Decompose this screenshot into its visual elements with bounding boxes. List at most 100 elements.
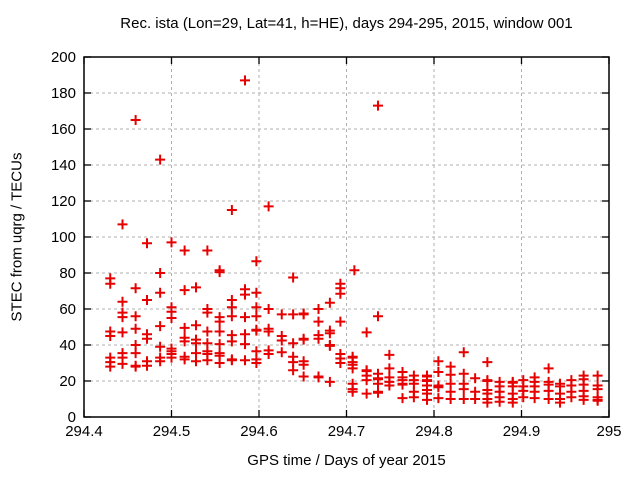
data-point xyxy=(191,356,201,367)
data-point xyxy=(298,309,309,320)
y-tick-label: 140 xyxy=(51,157,76,174)
data-point xyxy=(155,356,166,367)
data-point xyxy=(130,311,141,322)
data-point xyxy=(240,75,250,86)
data-point xyxy=(251,358,262,368)
chart-title: Rec. ista (Lon=29, Lat=41, h=HE), days 2… xyxy=(120,15,573,32)
data-point xyxy=(458,384,469,395)
data-point xyxy=(555,397,565,408)
x-tick-label: 294.8 xyxy=(415,423,453,440)
data-point xyxy=(155,341,166,352)
data-point xyxy=(288,365,299,376)
data-point xyxy=(335,288,346,299)
data-point xyxy=(226,311,237,322)
data-point xyxy=(214,267,225,278)
data-point xyxy=(324,297,335,308)
data-point xyxy=(155,321,166,332)
data-point xyxy=(105,361,116,372)
data-point xyxy=(263,201,274,212)
data-point xyxy=(117,327,128,338)
data-point xyxy=(276,309,287,320)
data-point xyxy=(433,382,444,393)
data-point xyxy=(202,326,213,337)
data-point xyxy=(566,392,577,403)
x-tick-label: 294.4 xyxy=(65,423,103,440)
data-point xyxy=(592,395,603,406)
data-point xyxy=(578,394,589,405)
data-point xyxy=(117,296,128,307)
y-tick-label: 180 xyxy=(51,85,76,102)
data-point xyxy=(130,323,141,334)
data-point xyxy=(543,363,554,374)
data-point xyxy=(226,336,237,347)
data-point xyxy=(458,394,469,404)
data-point xyxy=(214,339,225,350)
data-point xyxy=(155,154,166,165)
data-point xyxy=(191,320,201,331)
data-point xyxy=(142,295,152,305)
data-point xyxy=(288,309,299,320)
data-point xyxy=(397,393,408,404)
data-point xyxy=(313,372,324,383)
data-point xyxy=(408,392,419,403)
data-point xyxy=(240,355,250,366)
x-axis-label: GPS time / Days of year 2015 xyxy=(247,452,446,469)
data-point xyxy=(117,312,128,323)
data-point xyxy=(166,313,177,323)
y-tick-label: 100 xyxy=(51,229,76,246)
data-point xyxy=(251,287,262,298)
data-point xyxy=(117,358,128,369)
y-tick-label: 20 xyxy=(59,373,76,390)
data-point xyxy=(347,386,358,397)
data-point xyxy=(313,333,324,344)
data-point xyxy=(226,302,237,313)
data-point xyxy=(324,340,335,351)
data-point xyxy=(117,219,128,230)
data-point xyxy=(482,357,493,368)
data-point xyxy=(191,282,201,293)
data-point xyxy=(543,394,554,404)
data-point xyxy=(470,394,481,404)
data-point xyxy=(445,394,456,404)
data-point xyxy=(384,349,395,360)
data-point xyxy=(179,322,190,333)
data-point xyxy=(191,338,201,349)
data-point xyxy=(155,287,166,298)
data-point xyxy=(130,361,141,372)
data-point xyxy=(313,304,324,314)
data-point xyxy=(105,331,116,341)
data-point xyxy=(507,397,518,408)
data-point xyxy=(251,256,262,267)
data-point xyxy=(458,347,469,358)
data-point xyxy=(251,302,262,313)
data-point xyxy=(240,329,250,340)
x-tick-label: 295 xyxy=(596,423,621,440)
data-point xyxy=(214,326,225,337)
y-tick-label: 200 xyxy=(51,49,76,66)
data-point xyxy=(166,237,177,248)
data-point xyxy=(373,311,383,322)
data-point xyxy=(470,373,481,384)
data-point xyxy=(422,394,432,405)
data-point xyxy=(288,272,299,283)
y-tick-label: 60 xyxy=(59,301,76,318)
data-point xyxy=(324,376,335,387)
data-point xyxy=(142,360,152,371)
data-point xyxy=(397,379,408,390)
data-point xyxy=(130,115,141,125)
data-point xyxy=(251,311,262,322)
data-point xyxy=(373,387,383,398)
data-point xyxy=(179,336,190,347)
data-point xyxy=(313,316,324,327)
data-point xyxy=(373,100,383,111)
data-point xyxy=(433,356,444,367)
data-point xyxy=(263,326,274,337)
data-point xyxy=(142,333,152,344)
data-point xyxy=(179,354,190,365)
data-point xyxy=(130,348,141,359)
data-point xyxy=(240,312,250,323)
data-point xyxy=(214,358,225,368)
data-point xyxy=(298,334,309,345)
data-point xyxy=(251,325,262,336)
